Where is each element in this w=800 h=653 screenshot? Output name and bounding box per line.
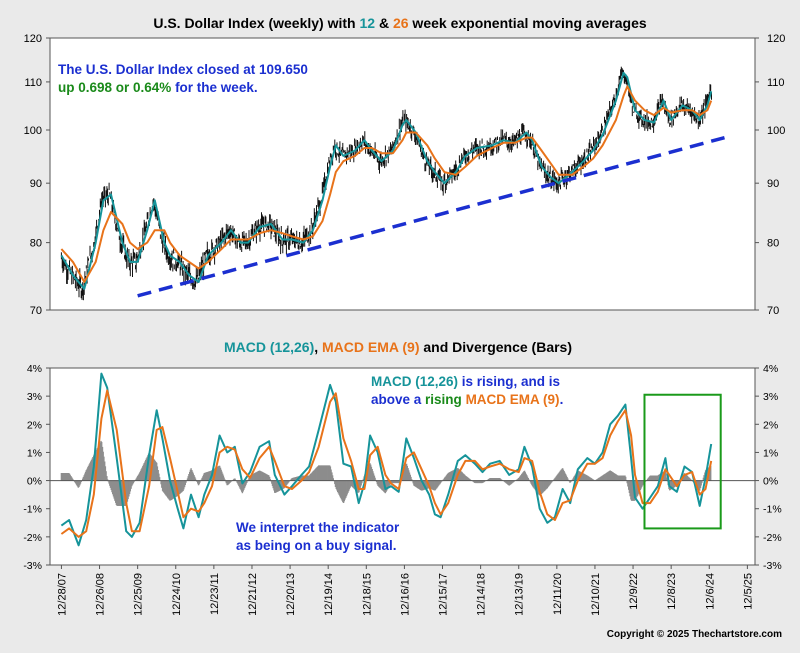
x-axis: 12/28/07 12/26/08 12/25/09 12/24/10 12/23/11… — [56, 565, 754, 616]
top-plot-area — [49, 37, 756, 311]
y-tick-label-right: 80 — [767, 238, 779, 250]
x-tick-label: 12/16/16 — [399, 573, 411, 616]
y-tick-label-left: 70 — [30, 305, 42, 317]
trendline-group — [137, 135, 725, 298]
y-tick-label-right: 2% — [763, 419, 778, 431]
top-annotation-line0-part0: The U.S. Dollar Index closed at 109.650 — [58, 62, 308, 77]
bottom-title-part-1: , — [314, 339, 322, 355]
top-annotation-line1-part0: up 0.698 or 0.64% — [58, 80, 171, 95]
y-tick-label-left: 1% — [27, 447, 42, 459]
highlight-box — [643, 393, 722, 530]
top-title-part-2: & — [375, 15, 393, 31]
bottom-series-group — [60, 372, 713, 547]
bottom-y-axis-left: 4% 3% 2% 1% 0% -1% -2% -3% — [23, 363, 50, 572]
y-tick-label-right: -2% — [763, 532, 782, 544]
y-tick-label-right: 0% — [763, 476, 778, 488]
y-tick-label-right: 120 — [767, 33, 785, 45]
x-tick-label: 12/18/15 — [361, 573, 373, 616]
macd-annotation-line1-part3: MACD EMA (9) — [466, 392, 560, 407]
macd-annotation-line0-part1: is rising, and is — [458, 374, 560, 389]
macd-annotation: MACD (12,26) is rising, and is above a ri… — [371, 374, 563, 407]
x-tick-label: 12/14/18 — [476, 573, 488, 616]
top-y-axis-left: 120 110 100 90 80 70 — [24, 33, 50, 317]
y-tick-label-left: 4% — [27, 363, 42, 375]
x-tick-label: 12/10/21 — [590, 573, 602, 616]
y-tick-label-left: 2% — [27, 419, 42, 431]
trendline — [137, 135, 725, 298]
top-annotation: The U.S. Dollar Index closed at 109.650 u… — [58, 62, 308, 95]
y-tick-label-right: 90 — [767, 178, 779, 190]
bottom-series-0 — [60, 372, 713, 547]
y-tick-label-right: -1% — [763, 504, 782, 516]
y-tick-label-right: 1% — [763, 447, 778, 459]
y-tick-label-right: 70 — [767, 305, 779, 317]
x-tick-label: 12/6/24 — [704, 573, 716, 610]
x-tick-label: 12/9/22 — [628, 573, 640, 610]
top-y-axis-right: 120 110 100 90 80 70 — [755, 33, 785, 317]
y-tick-label-left: 80 — [30, 238, 42, 250]
bottom-y-axis-right: 4% 3% 2% 1% 0% -1% -2% -3% — [755, 363, 782, 572]
y-tick-label-left: 100 — [24, 125, 42, 137]
y-tick-label-left: -3% — [23, 560, 42, 572]
bottom-title-part-3: and Divergence (Bars) — [420, 339, 573, 355]
y-tick-label-left: -1% — [23, 504, 42, 516]
y-tick-label-left: 110 — [24, 77, 42, 89]
bottom-chart-title: MACD (12,26), MACD EMA (9) and Divergenc… — [224, 339, 572, 355]
y-tick-label-right: 4% — [763, 363, 778, 375]
x-tick-label: 12/23/11 — [209, 573, 221, 615]
top-title-part-4: week exponential moving averages — [409, 15, 647, 31]
top-chart-title: U.S. Dollar Index (weekly) with 12 & 26 … — [153, 15, 647, 31]
y-tick-label-right: 110 — [767, 77, 785, 89]
top-title-part-0: U.S. Dollar Index (weekly) with — [153, 15, 359, 31]
top-title-part-1: 12 — [360, 15, 376, 31]
macd-annotation-line1-part0: above a — [371, 392, 425, 407]
y-tick-label-right: -3% — [763, 560, 782, 572]
y-tick-label-left: 3% — [27, 391, 42, 403]
x-tick-label: 12/19/14 — [323, 573, 335, 616]
signal-annotation-line1-part0: as being on a buy signal. — [236, 538, 397, 553]
x-tick-label: 12/25/09 — [133, 573, 145, 616]
bottom-title-part-2: MACD EMA (9) — [322, 339, 419, 355]
x-tick-label: 12/26/08 — [95, 573, 107, 616]
macd-annotation-line1-part4: . — [560, 392, 564, 407]
x-tick-label: 12/15/17 — [438, 573, 450, 616]
y-tick-label-left: 120 — [24, 33, 42, 45]
top-annotation-line1-part1: for the week. — [171, 80, 257, 95]
macd-annotation-line0-part0: MACD (12,26) — [371, 374, 458, 389]
top-series-0 — [60, 71, 713, 290]
x-tick-label: 12/11/20 — [552, 573, 564, 615]
signal-annotation-line0-part0: We interpret the indicator — [236, 520, 400, 535]
bottom-title-part-0: MACD (12,26) — [224, 339, 314, 355]
bottom-series-1 — [60, 389, 713, 538]
x-tick-label: 12/28/07 — [56, 573, 68, 616]
x-tick-label: 12/21/12 — [247, 573, 259, 616]
top-series-1 — [60, 85, 713, 283]
y-tick-label-right: 3% — [763, 391, 778, 403]
macd-annotation-line1-part1: rising — [425, 392, 462, 407]
y-tick-label-left: 90 — [30, 178, 42, 190]
copyright-text: Copyright © 2025 Thechartstore.com — [607, 629, 782, 640]
y-tick-label-left: -2% — [23, 532, 42, 544]
x-tick-label: 12/24/10 — [171, 573, 183, 616]
y-tick-label-right: 100 — [767, 125, 785, 137]
y-tick-label-left: 0% — [27, 476, 42, 488]
signal-annotation: We interpret the indicator as being on a … — [236, 520, 400, 553]
x-tick-label: 12/5/25 — [742, 573, 754, 610]
top-series-group — [60, 71, 713, 290]
x-tick-label: 12/20/13 — [285, 573, 297, 616]
x-tick-label: 12/8/23 — [666, 573, 678, 610]
top-title-part-3: 26 — [393, 15, 409, 31]
x-tick-label: 12/13/19 — [514, 573, 526, 616]
